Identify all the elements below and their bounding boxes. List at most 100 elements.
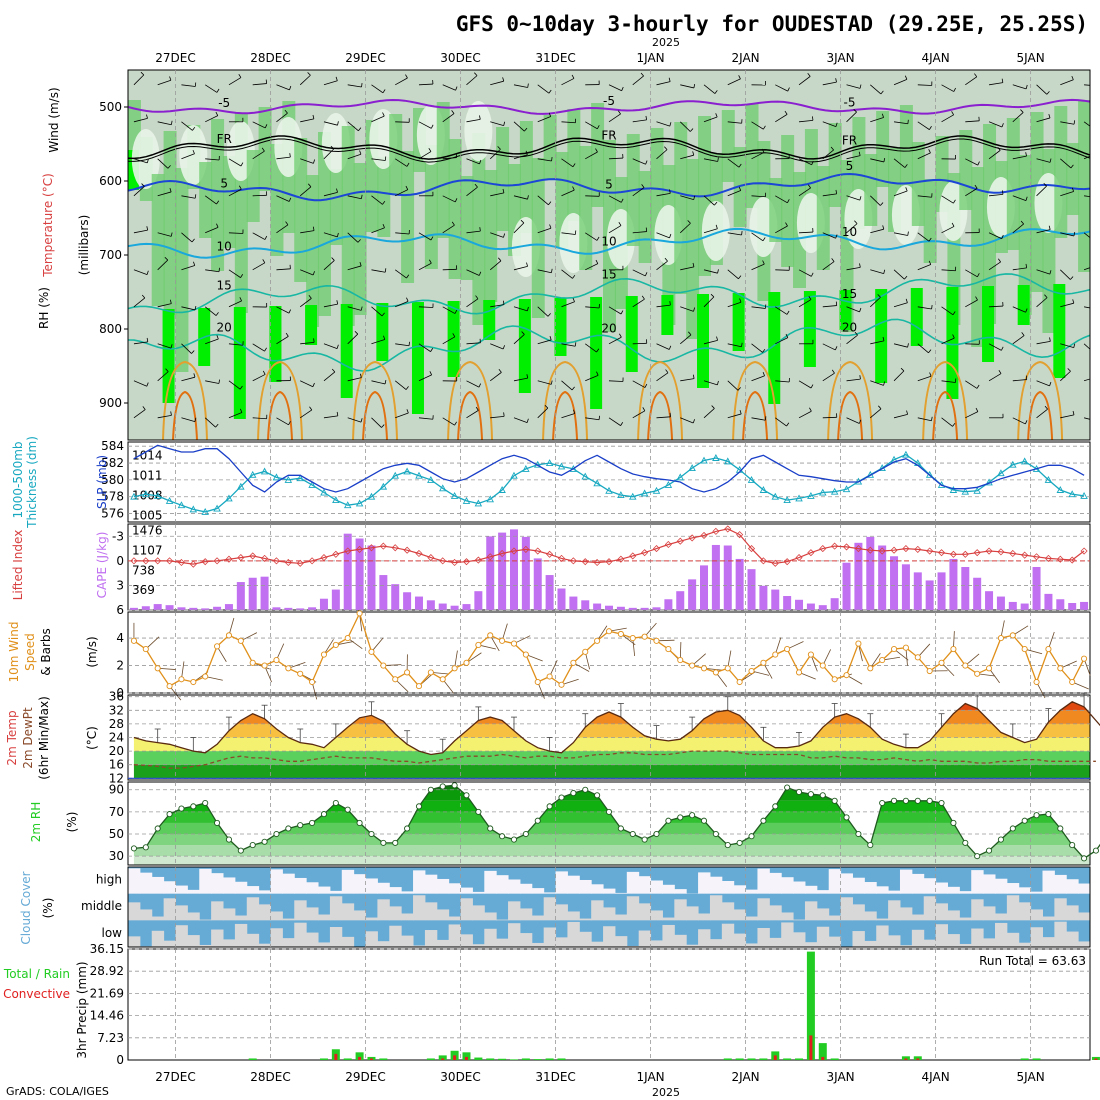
wind-barb-flag (859, 375, 861, 380)
wind-barb-staff (727, 190, 741, 197)
wind-barb-staff (798, 76, 811, 86)
lifted-marker (831, 542, 839, 550)
cape-bar (1068, 603, 1077, 610)
cloud-frame (127, 866, 1091, 948)
wind-barb-flag (331, 257, 335, 261)
wind-barb-staff (727, 158, 740, 168)
rh2m-marker (795, 788, 803, 796)
wind-barb-staff (988, 121, 1003, 128)
cloud-cover-cell (472, 891, 485, 894)
cloud-cover-cell (994, 922, 1008, 947)
cape-bar (1080, 601, 1089, 610)
cloud-cover-cell (1006, 932, 1020, 947)
cloud-cover-cell (472, 944, 485, 947)
cloud-cover-cell (603, 888, 616, 894)
thickness-marker (367, 492, 376, 500)
temp-ylabel-2: 2m DewPt (21, 707, 35, 769)
rh-moist-cell (1054, 106, 1068, 238)
lifted-marker (189, 560, 197, 568)
wind-barb-staff (228, 77, 242, 86)
isotherm-hot-loop (932, 390, 959, 440)
rh-saturated-cell (768, 292, 781, 404)
rh-moist-cell (923, 179, 937, 263)
wind-barb-flag (479, 159, 482, 164)
wind-speed-marker (285, 665, 292, 672)
wind-barb-staff (1060, 79, 1074, 86)
wind-barb-staff (893, 343, 908, 348)
wind-barb-staff (394, 380, 407, 390)
wind-barb-staff (442, 417, 455, 426)
wind-barb-flag (711, 405, 715, 409)
isotherm-line (128, 138, 1090, 163)
cloud-cover-cell (911, 873, 925, 894)
wind-barb-staff (870, 269, 884, 275)
lifted-marker (641, 549, 649, 557)
cloud-cover-cell (413, 870, 426, 894)
wind-barb-flag (551, 268, 553, 273)
cloud-cover-cell (888, 900, 901, 921)
wind-barb-staff (632, 380, 646, 388)
precip-total-bar (379, 1058, 388, 1060)
rh-ytick-label: 90 (109, 783, 124, 797)
wind-barb-flag (931, 304, 933, 310)
precip-conv-bar (809, 1035, 813, 1060)
rh-dry-cell (464, 101, 493, 161)
wind-barb-flag (859, 196, 862, 201)
wind-barb-flag (428, 148, 432, 152)
thickness-marker (427, 475, 435, 483)
cloud-cover-cell (733, 885, 747, 894)
thickness-marker (1068, 490, 1076, 498)
date-label-bottom: 1JAN (636, 1070, 664, 1084)
lifted-marker (296, 559, 304, 567)
wind-barb-staff (537, 84, 550, 94)
cloud-cover-cell (531, 888, 545, 894)
precip-total-bar (486, 1058, 495, 1060)
wind-barb-staff (276, 417, 289, 426)
cloud-cover-cell (1006, 895, 1020, 921)
wind-barb-staff (1036, 117, 1051, 123)
cloud-cover-cell (436, 939, 450, 947)
wind-speed-marker (819, 662, 826, 669)
wind-barb-staff (585, 151, 598, 160)
x-axis-labels: 27DEC27DEC28DEC28DEC29DEC29DEC30DEC30DEC… (155, 51, 1044, 1084)
cape-bar (593, 603, 602, 610)
rh2m-marker (249, 842, 256, 849)
wind-barb-flag (907, 343, 909, 348)
thickness-marker (320, 488, 328, 496)
wind-barb-staff (1012, 155, 1027, 160)
cloud-cover-cell (769, 905, 782, 921)
wind-barb-staff (846, 306, 860, 313)
wind-barb-staff (133, 186, 145, 197)
lifted-marker (795, 554, 803, 562)
cloud-cover-cell (448, 916, 462, 921)
rh2m-marker (594, 792, 601, 799)
cloud-cover-cell (282, 873, 295, 894)
wind-barb-staff (442, 195, 456, 203)
wind-barb-staff (1083, 378, 1090, 382)
wind-barb-flag (642, 407, 646, 412)
cloud-cover-cell (923, 878, 937, 894)
wind-barb-staff (466, 298, 479, 308)
wind-barb-staff (917, 417, 932, 422)
rh2m-marker (962, 839, 969, 846)
wind-barb-staff (1060, 370, 1071, 382)
wind-barb-staff (347, 84, 362, 88)
precip-conv-bar (441, 1058, 445, 1060)
grads-credit: GrADS: COLA/IGES (6, 1085, 109, 1098)
cloud-cover-cell (341, 869, 355, 894)
wind-speed-marker (534, 678, 541, 686)
wind-barb-flag (502, 345, 505, 350)
wind-barb-staff (751, 195, 766, 198)
wind-barb-staff (608, 113, 621, 123)
cloud-cover-cell (828, 869, 842, 894)
rh-moist-cell (163, 131, 177, 315)
isotherm-warm-loop (352, 360, 399, 440)
wind-barb-flag (216, 223, 219, 228)
rh2m-marker (926, 797, 933, 804)
rh-moist-cell (401, 151, 415, 283)
precip-conv-bar (1094, 1058, 1098, 1060)
wind-ytick-label: 0 (116, 686, 124, 700)
wind-barb-flag (859, 307, 862, 312)
cape-ylabel: CAPE (J/kg) (95, 532, 109, 599)
wind-barb-flag (620, 422, 624, 426)
